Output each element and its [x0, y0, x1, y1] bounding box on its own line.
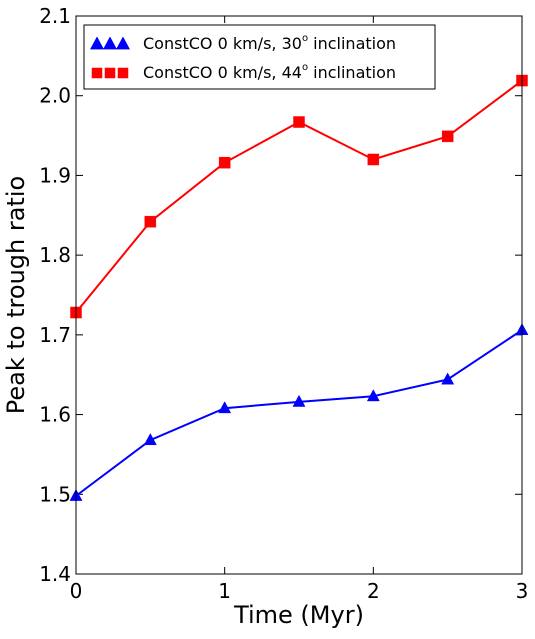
legend-marker-square — [104, 67, 116, 79]
legend-entry-30-inclination: ConstCO 0 km/s, 30o inclination — [89, 33, 396, 53]
series-triangle-30 — [69, 323, 529, 501]
legend-label-30-inclination: ConstCO 0 km/s, 30o inclination — [143, 33, 396, 53]
y-tick-label: 1.5 — [39, 482, 71, 506]
legend-degree-symbol: o — [302, 62, 308, 73]
x-tick-label: 2 — [367, 579, 380, 603]
legend-degree-symbol: o — [302, 33, 308, 44]
data-point-triangle — [366, 389, 380, 402]
tick-labels-layer: 0 1 2 3 1.4 1.5 1.6 1.7 1.8 1.9 2.0 2.1 — [39, 4, 528, 603]
legend-marker-square — [117, 67, 129, 79]
data-point-square — [441, 130, 454, 143]
legend-marker-square — [91, 67, 103, 79]
data-point-triangle — [292, 394, 306, 407]
legend-square-markers — [91, 67, 129, 79]
y-tick-label: 1.9 — [39, 163, 71, 187]
legend-label-prefix: ConstCO 0 km/s, 30 — [143, 34, 302, 53]
x-tick-label: 0 — [70, 579, 83, 603]
legend-triangle-markers — [89, 36, 131, 50]
series-square-44 — [70, 74, 528, 319]
legend-marker-triangle — [89, 36, 105, 50]
legend-label-suffix: inclination — [308, 63, 396, 82]
y-tick-label: 1.4 — [39, 562, 71, 586]
x-tick-label: 1 — [218, 579, 231, 603]
plot-frame — [75, 15, 523, 575]
data-point-triangle — [441, 372, 455, 385]
legend-marker-triangle — [115, 36, 131, 50]
ticks-layer — [75, 15, 523, 575]
data-point-square — [293, 116, 305, 128]
y-tick-label: 1.8 — [39, 243, 71, 267]
data-point-square — [144, 215, 157, 228]
legend-label-prefix: ConstCO 0 km/s, 44 — [143, 63, 302, 82]
y-tick-label: 2.1 — [39, 4, 71, 28]
legend-label-44-inclination: ConstCO 0 km/s, 44o inclination — [143, 62, 396, 82]
legend-marker-triangle — [102, 36, 118, 50]
data-point-triangle — [143, 433, 157, 446]
x-tick-label: 3 — [516, 579, 529, 603]
legend-label-suffix: inclination — [308, 34, 396, 53]
y-tick-label: 2.0 — [39, 84, 71, 108]
series-line — [75, 79, 523, 314]
y-tick-label: 1.7 — [39, 323, 71, 347]
legend: ConstCO 0 km/s, 30o inclination ConstCO … — [83, 24, 436, 90]
data-point-triangle — [218, 401, 232, 414]
series-line — [75, 329, 523, 497]
data-point-square — [218, 156, 231, 169]
x-axis-label: Time (Myr) — [233, 601, 364, 629]
data-point-square — [367, 153, 380, 166]
y-tick-label: 1.6 — [39, 403, 71, 427]
legend-entry-44-inclination: ConstCO 0 km/s, 44o inclination — [91, 62, 396, 82]
legend-box — [83, 24, 436, 90]
series-layer — [69, 74, 529, 501]
y-axis-label: Peak to trough ratio — [2, 176, 30, 414]
